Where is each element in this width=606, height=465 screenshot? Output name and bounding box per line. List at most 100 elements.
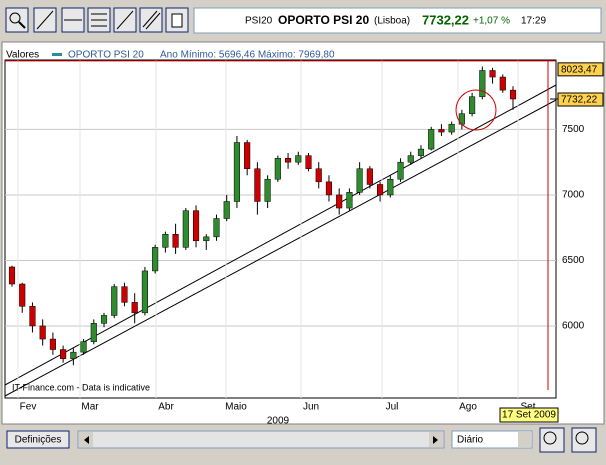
candle-body	[111, 286, 118, 316]
zoom-tool[interactable]	[5, 7, 29, 33]
candle-body	[29, 306, 36, 327]
icon	[543, 431, 557, 445]
candle-body	[346, 192, 353, 209]
candle-body	[49, 338, 56, 350]
x-tick-label: Jul	[386, 402, 399, 413]
candle-body	[121, 286, 128, 303]
candle-body	[141, 270, 148, 314]
candle-body	[489, 70, 496, 78]
candle-body	[336, 194, 343, 209]
candle-body	[244, 142, 251, 169]
index-name: OPORTO PSI 20	[278, 13, 369, 27]
candle-body	[192, 210, 200, 242]
candle-body	[448, 123, 455, 133]
candle-body	[397, 161, 404, 180]
candle-body	[39, 325, 46, 340]
period-select[interactable]	[451, 430, 533, 449]
icon	[9, 12, 21, 24]
icon	[18, 21, 26, 29]
y-tick-label: 6000	[562, 321, 585, 332]
x-tick-label: Set	[520, 402, 535, 413]
candle-body	[387, 178, 394, 196]
candle-body	[356, 168, 363, 193]
date-label: 17 Set 2009	[502, 410, 556, 421]
zoom-in[interactable]	[571, 427, 597, 453]
candle-body	[428, 129, 435, 150]
candle-body	[305, 155, 312, 169]
y-tick-label: 6500	[562, 255, 585, 266]
symbol: PSI20	[245, 16, 273, 27]
marker-box	[557, 62, 604, 77]
exchange: (Lisboa)	[374, 16, 410, 27]
x-tick-label: Jun	[303, 402, 319, 413]
candle-body	[90, 323, 97, 342]
x-tick-label: Abr	[158, 402, 174, 413]
candle-body	[19, 283, 26, 307]
candle-body	[233, 142, 241, 202]
scrollbar[interactable]	[77, 430, 445, 449]
x-tick-label: Fev	[20, 402, 37, 413]
zoom-out[interactable]	[539, 427, 565, 453]
icon	[142, 10, 158, 28]
candle-body	[264, 178, 271, 202]
dropdown	[518, 432, 531, 447]
x-tick-label: Mar	[81, 402, 99, 413]
candle-body	[80, 341, 87, 353]
candle-body	[203, 236, 210, 242]
quote-box	[193, 7, 602, 34]
change: +1,07 %	[473, 16, 510, 27]
candle-body	[284, 158, 292, 163]
settings-button[interactable]	[6, 430, 70, 449]
y-tick-label: 7000	[562, 190, 585, 201]
x-tick-label: Ago	[459, 402, 477, 413]
candle-body	[438, 129, 445, 133]
icon	[433, 436, 438, 444]
date-label-box	[499, 407, 559, 423]
candle-body	[213, 218, 220, 238]
candle-body	[509, 89, 517, 100]
candle-body	[70, 351, 77, 359]
marker-box	[557, 92, 604, 107]
candle-body	[479, 70, 486, 97]
legend-stats: Ano Mínimo: 5696,46 Máximo: 7969,80	[160, 50, 335, 61]
plot: 6000 6500 7000 7500 Fev Mar Abr Maio Jun Jul Ago Se…	[4, 60, 604, 427]
icon	[171, 13, 183, 28]
legend-label: Valores	[6, 50, 39, 61]
candle-body	[100, 315, 108, 324]
candle-body	[315, 168, 322, 183]
icon	[84, 436, 89, 444]
marker-label: 7732,22	[561, 95, 598, 106]
legend-swatch	[52, 53, 62, 56]
candle-body	[162, 233, 169, 248]
settings-label: Definições	[15, 435, 62, 446]
y-tick-label: 7500	[562, 124, 585, 135]
x-tick-label: Maio	[225, 402, 247, 413]
candle-body	[325, 181, 333, 196]
candle-body	[60, 349, 67, 359]
icon	[575, 431, 589, 445]
candle-body	[377, 184, 384, 196]
period-label: Diário	[457, 435, 484, 446]
price: 7732,22	[422, 12, 469, 27]
candle-body	[407, 155, 414, 163]
legend-series: OPORTO PSI 20	[68, 50, 144, 61]
candle-body	[417, 148, 425, 156]
candle-body	[469, 96, 476, 114]
time: 17:29	[521, 16, 546, 27]
year-label: 2009	[267, 416, 290, 427]
watermark: IT-Finance.com - Data is indicative	[12, 382, 150, 392]
icon	[116, 10, 134, 30]
candle-body	[366, 168, 373, 185]
highlight-circle	[455, 89, 497, 131]
candle-body	[172, 233, 179, 248]
channel-tool[interactable]	[139, 7, 163, 33]
candle-body	[295, 155, 302, 163]
tool-buttons	[5, 7, 189, 33]
candle-body	[131, 302, 138, 314]
candle-body	[182, 210, 189, 248]
candle-body	[274, 158, 281, 180]
candle-body	[254, 168, 261, 202]
icon	[145, 12, 161, 30]
candle-body	[223, 201, 230, 219]
